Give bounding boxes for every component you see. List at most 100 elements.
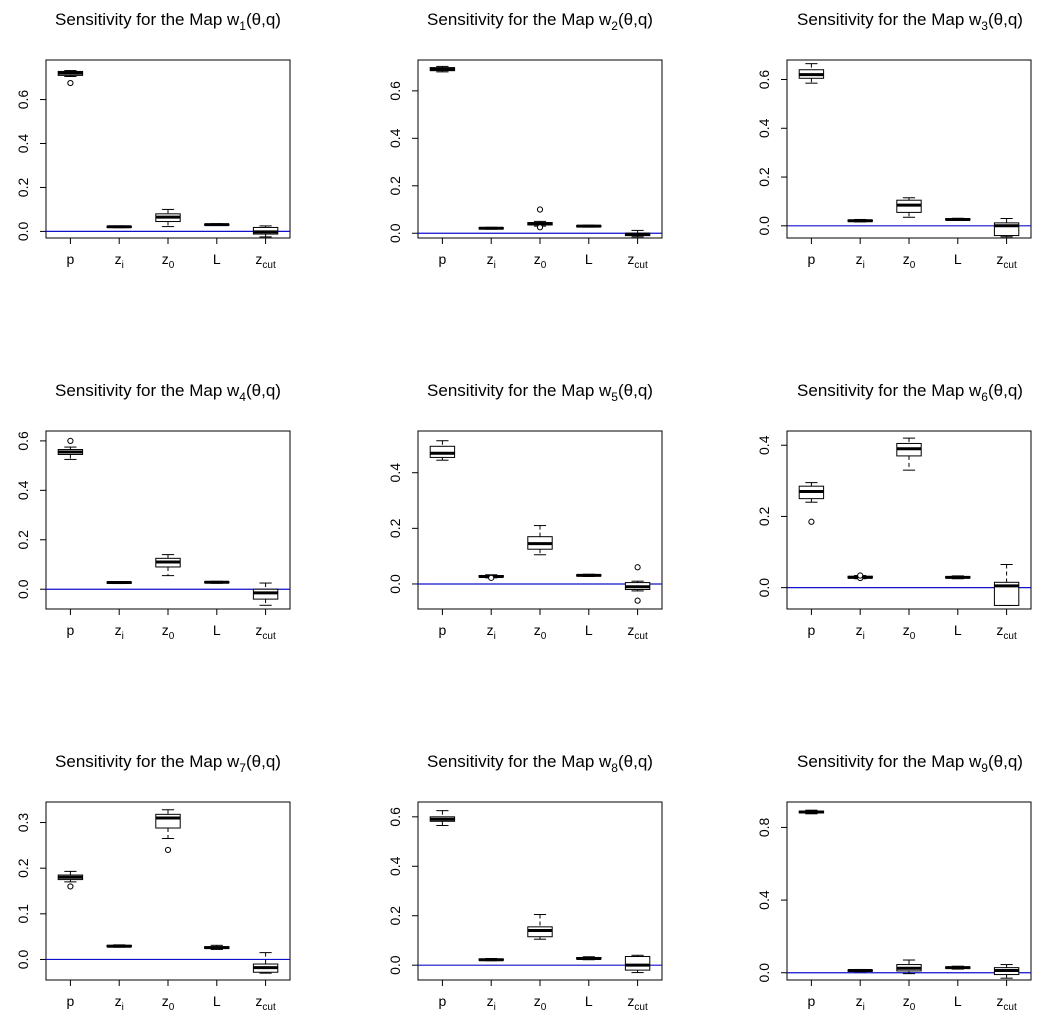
box-L bbox=[576, 224, 602, 228]
x-tick-label: zcut bbox=[255, 251, 276, 271]
x-tick-label: L bbox=[585, 993, 593, 1009]
panel-title: Sensitivity for the Map w3(θ,q) bbox=[797, 10, 1023, 33]
x-tick-label: z0 bbox=[162, 251, 175, 271]
x-tick-label: z0 bbox=[903, 993, 916, 1013]
box-L bbox=[945, 217, 971, 221]
x-tick-label: p bbox=[439, 622, 447, 638]
box-zcut bbox=[993, 217, 1020, 238]
y-tick-label: 0.2 bbox=[15, 530, 31, 550]
box-L bbox=[204, 944, 230, 950]
y-tick-label: 0.6 bbox=[387, 807, 403, 827]
y-tick-label: 0.0 bbox=[387, 223, 403, 243]
x-tick-label: L bbox=[954, 993, 962, 1009]
y-tick-label: 0.2 bbox=[15, 178, 31, 198]
outlier-point bbox=[536, 224, 544, 231]
x-tick-label: z0 bbox=[162, 993, 175, 1013]
x-tick-label: zcut bbox=[627, 993, 648, 1013]
x-tick-label: L bbox=[585, 622, 593, 638]
y-tick-label: 0.2 bbox=[387, 518, 403, 538]
box-zi bbox=[106, 581, 132, 585]
box-p bbox=[429, 440, 456, 461]
box-z0 bbox=[155, 809, 181, 854]
y-tick-label: 0.4 bbox=[387, 856, 403, 876]
x-tick-label: zi bbox=[115, 251, 124, 271]
box-iqr bbox=[993, 581, 1020, 606]
outlier-point bbox=[857, 572, 864, 579]
panel-3: Sensitivity for the Map w3(θ,q) 0.0 0.2 0.4… bbox=[756, 10, 1032, 271]
x-tick-label: p bbox=[808, 622, 816, 638]
box-p bbox=[57, 870, 84, 890]
panel-title: Sensitivity for the Map w5(θ,q) bbox=[427, 381, 653, 404]
box-z0 bbox=[155, 554, 181, 577]
box-zcut bbox=[624, 229, 651, 238]
box-L bbox=[576, 573, 602, 577]
box-L bbox=[576, 956, 602, 961]
box-zi bbox=[478, 957, 504, 962]
box-p bbox=[57, 437, 84, 460]
y-tick-label: 0.6 bbox=[15, 90, 31, 110]
x-tick-label: zi bbox=[856, 251, 865, 271]
y-tick-label: 0.3 bbox=[15, 813, 31, 833]
x-tick-label: zi bbox=[487, 993, 496, 1013]
box-zi bbox=[106, 225, 132, 229]
x-tick-label: p bbox=[67, 251, 75, 267]
x-tick-label: zcut bbox=[996, 622, 1017, 642]
outlier-point bbox=[67, 883, 74, 890]
panel-title: Sensitivity for the Map w9(θ,q) bbox=[797, 752, 1023, 775]
x-tick-label: L bbox=[213, 622, 221, 638]
x-tick-label: z0 bbox=[534, 251, 547, 271]
x-tick-label: zcut bbox=[996, 993, 1017, 1013]
panel-1: Sensitivity for the Map w1(θ,q) 0.0 0.2 0.4… bbox=[15, 10, 291, 271]
y-tick-label: 0.6 bbox=[15, 431, 31, 451]
outlier-point bbox=[808, 518, 815, 525]
box-zi bbox=[847, 218, 873, 223]
x-tick-label: zi bbox=[856, 622, 865, 642]
y-tick-label: 0.4 bbox=[756, 890, 772, 910]
y-tick-label: 0.1 bbox=[15, 904, 31, 924]
box-L bbox=[945, 965, 971, 970]
panel-title: Sensitivity for the Map w6(θ,q) bbox=[797, 381, 1023, 404]
x-tick-label: zi bbox=[115, 993, 124, 1013]
panel-6: Sensitivity for the Map w6(θ,q) 0.0 0.2 0.4… bbox=[756, 381, 1032, 642]
outlier-point bbox=[67, 437, 74, 444]
x-tick-label: zcut bbox=[255, 993, 276, 1013]
y-tick-label: 0.0 bbox=[756, 578, 772, 598]
x-tick-label: p bbox=[67, 622, 75, 638]
x-tick-label: zi bbox=[115, 622, 124, 642]
plot-frame bbox=[45, 430, 291, 610]
box-z0 bbox=[527, 913, 553, 940]
x-tick-label: p bbox=[808, 993, 816, 1009]
x-tick-label: zi bbox=[856, 993, 865, 1013]
box-L bbox=[204, 580, 230, 584]
plot-frame bbox=[417, 801, 663, 981]
y-tick-label: 0.0 bbox=[15, 950, 31, 970]
box-zcut bbox=[252, 582, 279, 606]
panel-5: Sensitivity for the Map w5(θ,q) 0.0 0.2 0.4… bbox=[387, 381, 663, 642]
x-tick-label: L bbox=[954, 622, 962, 638]
box-p bbox=[429, 810, 456, 826]
y-tick-label: 0.4 bbox=[756, 435, 772, 455]
y-tick-label: 0.0 bbox=[15, 579, 31, 599]
x-tick-label: zi bbox=[487, 622, 496, 642]
box-zi bbox=[478, 574, 504, 581]
y-tick-label: 0.6 bbox=[756, 70, 772, 90]
box-zcut bbox=[993, 964, 1020, 979]
box-L bbox=[945, 575, 971, 580]
y-tick-label: 0.4 bbox=[15, 134, 31, 154]
panel-title: Sensitivity for the Map w2(θ,q) bbox=[427, 10, 653, 33]
y-tick-label: 0.2 bbox=[387, 906, 403, 926]
y-tick-label: 0.6 bbox=[387, 81, 403, 101]
box-zi bbox=[847, 572, 873, 582]
x-tick-label: p bbox=[67, 993, 75, 1009]
plot-frame bbox=[786, 801, 1032, 981]
box-L bbox=[204, 223, 230, 227]
panel-2: Sensitivity for the Map w2(θ,q) 0.0 0.2 0.4… bbox=[387, 10, 663, 271]
box-zcut bbox=[993, 564, 1020, 606]
box-zcut bbox=[624, 954, 651, 974]
x-tick-label: L bbox=[585, 251, 593, 267]
x-tick-label: z0 bbox=[162, 622, 175, 642]
box-zi bbox=[478, 226, 504, 230]
outlier-point bbox=[634, 597, 641, 604]
y-tick-label: 0.4 bbox=[756, 118, 772, 138]
